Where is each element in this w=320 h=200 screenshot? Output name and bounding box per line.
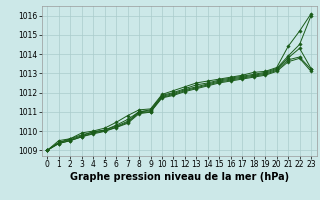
X-axis label: Graphe pression niveau de la mer (hPa): Graphe pression niveau de la mer (hPa) bbox=[70, 172, 289, 182]
